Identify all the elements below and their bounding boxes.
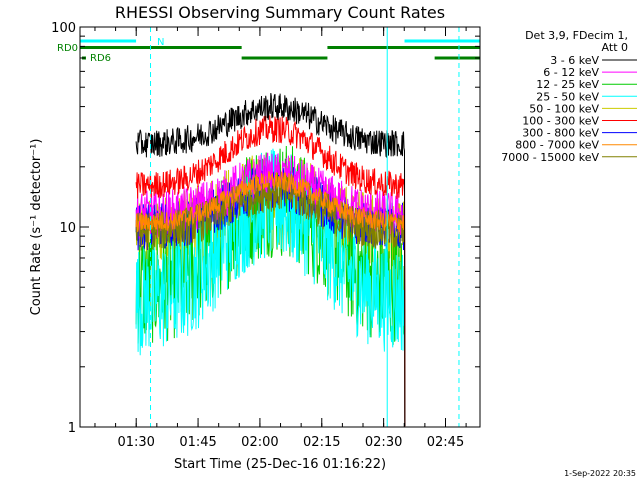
y-tick-label-2: 100 — [51, 21, 76, 36]
legend-header-line1: Det 3,9, FDecim 1, — [525, 29, 628, 42]
series-line-0 — [135, 93, 406, 427]
x-tick-label-3: 02:15 — [303, 435, 340, 450]
x-tick-label-5: 02:45 — [427, 435, 464, 450]
flag-label-rd6: RD6 — [90, 53, 111, 64]
legend-label-1: 6 - 12 keV — [543, 66, 599, 79]
y-tick-label-0: 1 — [68, 421, 76, 436]
x-tick-label-4: 02:30 — [365, 435, 402, 450]
legend-label-0: 3 - 6 keV — [550, 54, 599, 67]
axes: 01:30 01:45 02:00 02:15 02:30 02:45 1 10 100 — [51, 21, 480, 450]
legend-label-3: 25 - 50 keV — [536, 90, 599, 103]
chart-title: RHESSI Observing Summary Count Rates — [115, 3, 445, 22]
legend-header-line2: Att 0 — [602, 41, 628, 54]
series-line-5 — [135, 115, 406, 427]
series-line-7 — [135, 170, 406, 427]
x-tick-label-2: 02:00 — [241, 435, 278, 450]
series-line-3 — [135, 148, 406, 427]
flag-bars — [80, 39, 480, 60]
plot-area — [135, 93, 406, 427]
legend-label-6: 300 - 800 keV — [522, 127, 599, 140]
flag-label-rd0: RD0 — [57, 43, 78, 54]
legend-label-5: 100 - 300 keV — [522, 115, 599, 128]
y-axis-label: Count Rate (s⁻¹ detector⁻¹) — [29, 139, 44, 316]
legend-label-4: 50 - 100 keV — [529, 102, 599, 115]
legend-label-2: 12 - 25 keV — [536, 78, 599, 91]
legend-label-8: 7000 - 15000 keV — [501, 151, 599, 164]
legend-label-7: 800 - 7000 keV — [515, 139, 599, 152]
x-axis-label: Start Time (25-Dec-16 01:16:22) — [174, 457, 386, 472]
y-tick-label-1: 10 — [59, 221, 76, 236]
flag-label-n: N — [157, 37, 164, 48]
x-tick-label-1: 01:45 — [179, 435, 216, 450]
footer-timestamp: 1-Sep-2022 20:35 — [564, 469, 636, 478]
x-tick-label-0: 01:30 — [117, 435, 154, 450]
